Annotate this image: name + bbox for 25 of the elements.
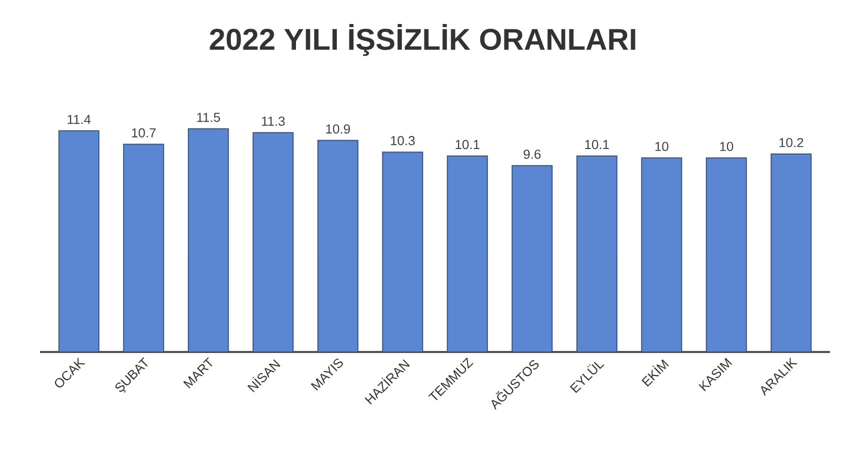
data-label: 10.1 — [456, 140, 480, 150]
data-label: 10.9 — [326, 124, 350, 134]
bar — [446, 155, 488, 352]
bar — [382, 152, 424, 352]
bar — [123, 144, 164, 352]
data-label: 10.2 — [779, 138, 804, 148]
data-label: 10.3 — [390, 136, 415, 146]
data-label: 10.1 — [585, 140, 609, 150]
bar — [252, 132, 294, 352]
bar — [706, 157, 747, 352]
data-label: 9.6 — [524, 150, 541, 159]
bar — [317, 140, 358, 352]
chart-title: 2022 YILI İŞSİZLİK ORANLARI — [210, 24, 636, 56]
data-label: 10 — [720, 142, 734, 152]
data-label: 11.5 — [197, 112, 220, 122]
bar — [576, 155, 618, 352]
bar — [641, 157, 682, 352]
data-label: 11.4 — [68, 114, 91, 124]
data-label: 10 — [655, 142, 668, 152]
data-label: 10.7 — [132, 128, 156, 138]
bar — [512, 165, 553, 352]
data-label: 11.3 — [262, 116, 285, 126]
bar — [770, 154, 812, 352]
bar — [58, 130, 100, 352]
bar — [188, 128, 229, 352]
